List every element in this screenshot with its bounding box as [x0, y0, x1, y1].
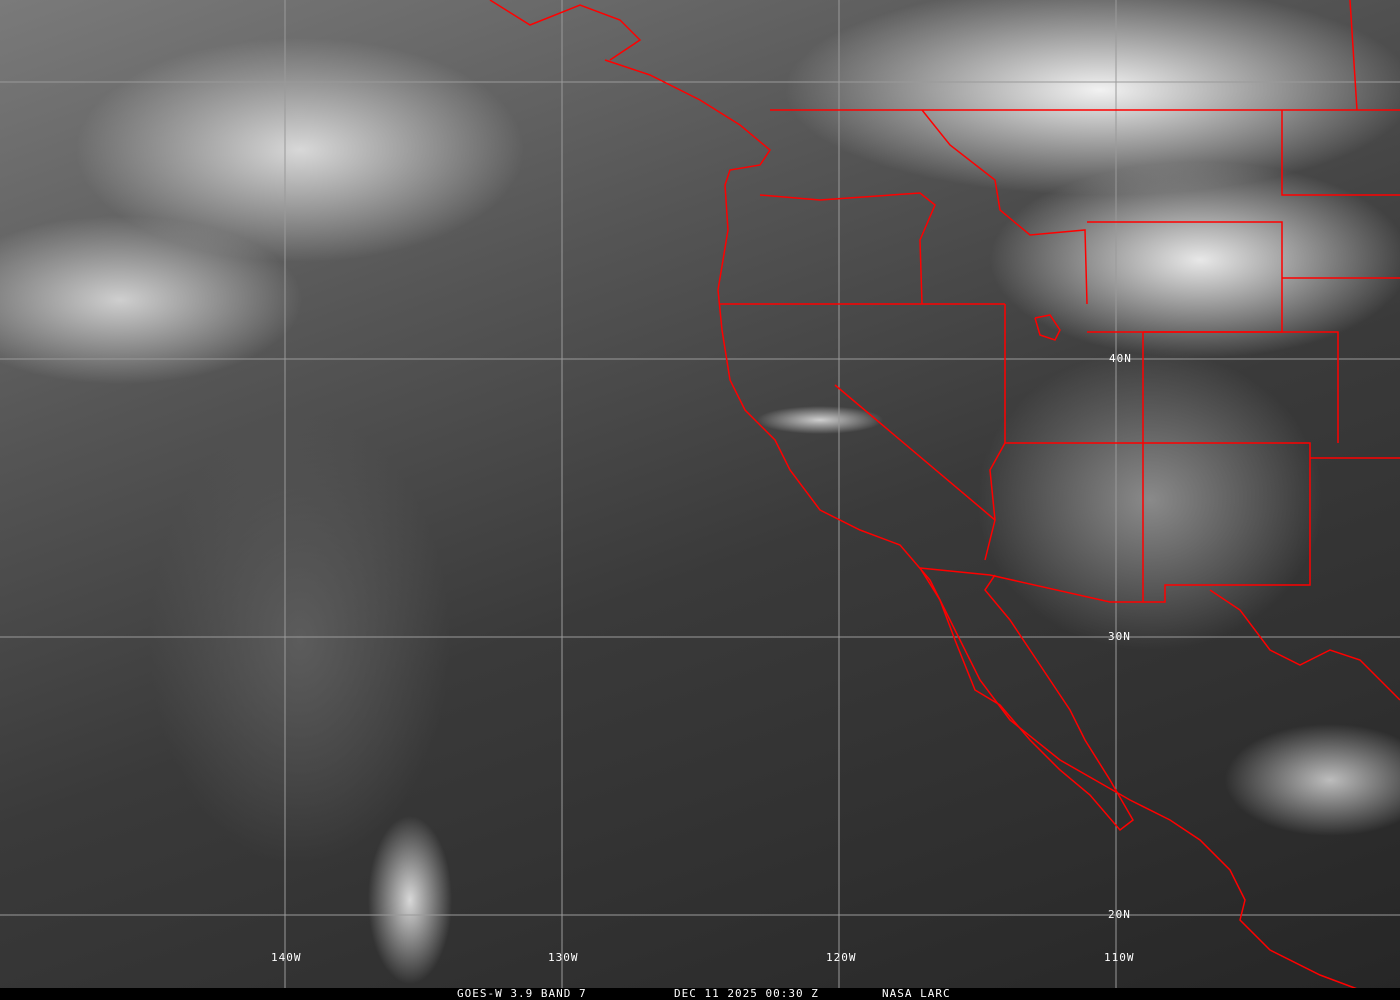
- caption-datetime: DEC 11 2025 00:30 Z: [674, 987, 819, 1000]
- pacific-coastline: [604, 59, 1361, 991]
- label-120w: 120W: [826, 951, 857, 964]
- caption-bar: GOES-W 3.9 BAND 7 DEC 11 2025 00:30 Z NA…: [0, 988, 1400, 1000]
- political-borders: [489, 0, 1400, 991]
- label-30n: 30N: [1108, 630, 1131, 643]
- arizona-border: [919, 442, 1311, 603]
- label-110w: 110W: [1104, 951, 1135, 964]
- idaho-border: [921, 109, 1088, 305]
- montana-border: [1281, 110, 1400, 196]
- colorado-border: [1143, 331, 1339, 443]
- nevada-border: [984, 304, 1006, 561]
- dakota-border: [1349, 0, 1358, 111]
- baja-coastline: [919, 567, 1134, 832]
- great-salt-lake: [1034, 314, 1061, 341]
- washington-oregon-border: [759, 192, 936, 305]
- label-20n: 20N: [1108, 908, 1131, 921]
- caption-satellite: GOES-W 3.9 BAND 7: [457, 987, 587, 1000]
- label-140w: 140W: [271, 951, 302, 964]
- bc-coast: [489, 0, 642, 61]
- gulf-mexico-coast: [1209, 589, 1400, 701]
- label-40n: 40N: [1109, 352, 1132, 365]
- california-nevada-diagonal: [834, 384, 996, 521]
- label-130w: 130W: [548, 951, 579, 964]
- caption-source: NASA LARC: [882, 987, 951, 1000]
